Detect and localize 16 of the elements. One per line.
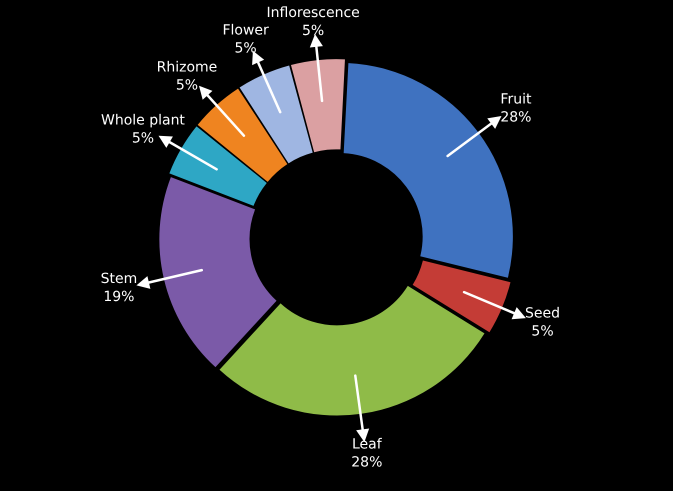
slice-label: Leaf <box>352 436 383 453</box>
slice-label: Inflorescence <box>266 4 360 21</box>
data-label: 28% <box>500 109 532 126</box>
data-label: 5% <box>132 130 154 146</box>
data-label: 19% <box>103 288 134 305</box>
slice-label: Seed <box>525 305 560 322</box>
slice-label: Whole plant <box>100 112 186 128</box>
data-label: 5% <box>302 22 324 39</box>
slice-label: Fruit <box>500 91 532 108</box>
slice-label: Stem <box>100 270 138 287</box>
slice-label: Flower <box>222 22 269 38</box>
data-label: 5% <box>531 323 554 340</box>
data-label: 5% <box>176 78 198 94</box>
data-label: 5% <box>234 40 257 56</box>
data-label: 28% <box>351 454 382 471</box>
slice-label: Rhizome <box>156 60 218 76</box>
